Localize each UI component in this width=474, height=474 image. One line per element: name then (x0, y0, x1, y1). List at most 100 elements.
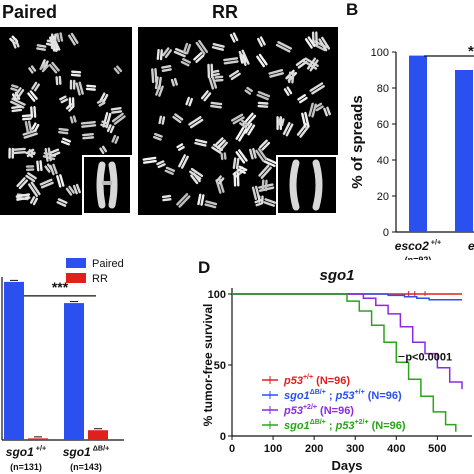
chromatid (58, 131, 69, 135)
chromatid (212, 42, 225, 48)
chromosome (153, 132, 163, 141)
chromosome (60, 137, 72, 146)
chromatid (100, 123, 108, 128)
chromatid (197, 193, 202, 206)
chromosome (259, 139, 271, 151)
rr-bar (88, 430, 108, 440)
chromatid (268, 69, 284, 75)
chromatid (56, 32, 61, 43)
chromatid (101, 120, 109, 125)
chromosome (161, 65, 172, 72)
chromosome (68, 32, 79, 46)
chromatid (211, 69, 220, 74)
chromatid (215, 137, 224, 146)
chromatid (285, 123, 294, 137)
chart-title: sgo1 (319, 267, 354, 284)
chromatid (291, 71, 295, 84)
chromatid (158, 85, 164, 97)
chromatid (33, 83, 40, 92)
chromatid (154, 132, 163, 138)
chromatid (68, 185, 75, 194)
chromatid (27, 172, 37, 180)
chromatid (301, 112, 307, 128)
chromosome (189, 167, 204, 180)
chromatid (70, 32, 79, 44)
chromatid (25, 174, 36, 183)
chromosome (211, 69, 220, 77)
chromatid (39, 160, 43, 172)
legend-label: p53+2/+ (N=96) (283, 404, 354, 417)
chromatid (232, 32, 239, 42)
chromosome (176, 143, 185, 151)
chromatid (217, 139, 226, 148)
x-tick-label: 0 (229, 443, 235, 455)
chromatid (241, 119, 250, 127)
chromatid (32, 197, 39, 206)
chromosome (100, 120, 109, 128)
chromatid (161, 68, 172, 72)
chromatid (255, 149, 265, 162)
chromatid (11, 84, 19, 89)
chromatid (230, 113, 244, 122)
chromatid (96, 98, 104, 104)
chromatid (164, 169, 174, 175)
chromosome (29, 196, 39, 206)
legend-swatch (66, 273, 86, 283)
chromatid (308, 102, 314, 117)
chromatid (40, 181, 54, 189)
chromatid (299, 125, 310, 138)
chromatid (70, 73, 81, 77)
chromatid (113, 67, 120, 75)
chromatid (188, 97, 194, 107)
chromatid (116, 65, 123, 73)
chromosome (39, 62, 50, 73)
chromatid (180, 60, 190, 67)
chromatid (204, 203, 217, 209)
chromatid (46, 163, 54, 171)
chromatid (33, 106, 37, 118)
chromosome (11, 38, 20, 49)
chromatid (27, 183, 38, 198)
x-tick-label: 200 (305, 443, 323, 455)
chromatid (41, 64, 50, 73)
chromatid (49, 148, 60, 154)
chromatid (27, 92, 36, 102)
chromatid (26, 151, 36, 158)
chromosome (178, 154, 189, 169)
chromatid (261, 141, 271, 151)
chromosome (215, 137, 226, 148)
chromatid (142, 159, 157, 164)
chromatid (78, 81, 84, 95)
legend-label: p53+/+ (N=96) (283, 374, 350, 387)
chromatid (193, 52, 203, 61)
chromosome (96, 98, 106, 107)
chromosome (232, 157, 240, 170)
chromosome (170, 77, 178, 87)
panel-b-letter: B (346, 0, 359, 19)
chromosome (99, 145, 108, 155)
chromatid (263, 201, 275, 207)
chromosome (256, 90, 271, 101)
chromatid (194, 141, 207, 147)
chromatid (182, 42, 189, 54)
chromatid (161, 65, 172, 69)
chromatid (30, 106, 34, 118)
chromatid (295, 58, 306, 67)
chromosome (182, 42, 192, 55)
chromatid (259, 139, 268, 149)
chromosome (16, 177, 29, 190)
chromatid (229, 33, 236, 43)
chromatid (259, 36, 266, 46)
chromosome (211, 42, 225, 51)
chromatid (68, 34, 76, 46)
chromatid (214, 75, 224, 79)
chromatid (261, 179, 265, 191)
chromatid (269, 72, 284, 78)
chromatid (114, 135, 120, 144)
chromatid (238, 165, 248, 172)
chromatid (282, 121, 291, 135)
chromatid (58, 127, 69, 132)
chromosome (195, 39, 209, 55)
chromosome (111, 134, 120, 144)
chromosome (158, 115, 166, 125)
